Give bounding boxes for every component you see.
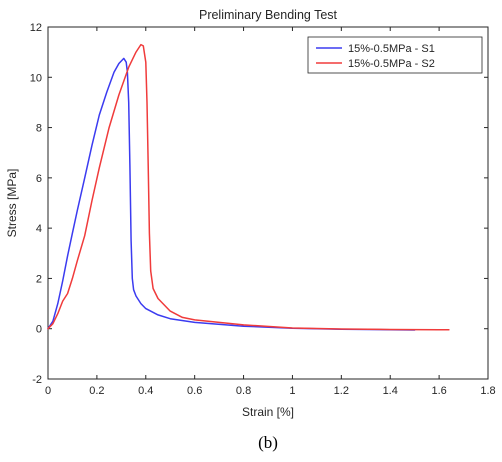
chart-title: Preliminary Bending Test: [199, 8, 338, 22]
x-tick-label: 1.2: [334, 385, 349, 397]
x-tick-label: 1: [289, 385, 295, 397]
x-tick-label: 1.4: [383, 385, 398, 397]
series-line-s1: [47, 57, 416, 331]
x-tick-label: 0.8: [236, 385, 251, 397]
legend: 15%-0.5MPa - S1 15%-0.5MPa - S2: [307, 36, 483, 74]
x-tick-label: 0.2: [89, 385, 104, 397]
y-tick-label: 4: [36, 223, 42, 235]
x-tick-label: 0: [45, 385, 51, 397]
x-tick-label: 0.4: [138, 385, 153, 397]
y-tick-label: 2: [36, 273, 42, 285]
y-tick-label: 6: [36, 173, 42, 185]
y-tick-label: -2: [32, 374, 42, 386]
y-axis-label: Stress [MPa]: [5, 169, 19, 238]
legend-entry-s2: 15%-0.5MPa - S2: [348, 58, 435, 70]
y-tick-label: 0: [36, 324, 42, 336]
series-layer: [47, 43, 450, 331]
y-tick-label: 12: [30, 22, 42, 34]
series-line-s2: [47, 43, 450, 331]
y-tick-label: 10: [30, 72, 42, 84]
x-tick-label: 1.6: [431, 385, 446, 397]
y-tick-label: 8: [36, 123, 42, 135]
legend-entry-s1: 15%-0.5MPa - S1: [348, 43, 435, 55]
x-tick-label: 1.8: [480, 385, 495, 397]
plot-area: [47, 26, 489, 380]
x-axis-label: Strain [%]: [242, 405, 294, 419]
legend-box: [307, 36, 483, 74]
x-tick-label: 0.6: [187, 385, 202, 397]
figure-caption: (b): [258, 433, 278, 452]
